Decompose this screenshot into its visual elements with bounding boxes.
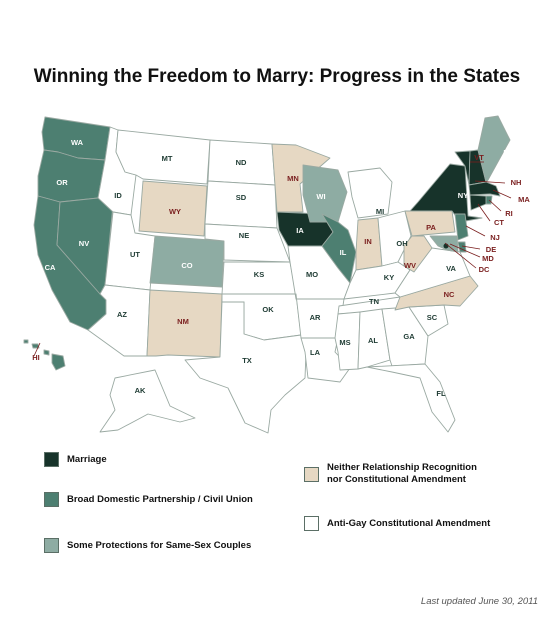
- state-label-la: LA: [310, 348, 321, 357]
- state-label-ut: UT: [130, 250, 140, 259]
- state-ma: [468, 181, 501, 197]
- state-label-ri: RI: [505, 209, 513, 218]
- state-label-ms: MS: [339, 338, 350, 347]
- state-label-az: AZ: [117, 310, 127, 319]
- state-label-wy: WY: [169, 207, 181, 216]
- state-fl: [366, 363, 456, 433]
- state-sd: [204, 180, 278, 229]
- legend-swatch-neither: [304, 466, 319, 482]
- legend-label-anti: Anti-Gay Constitutional Amendment: [327, 517, 491, 529]
- state-label-ma: MA: [518, 195, 530, 204]
- state-label-nm: NM: [177, 317, 189, 326]
- leader-line: [449, 243, 481, 258]
- legend-swatch-marriage: [44, 452, 59, 467]
- state-label-ne: NE: [239, 231, 249, 240]
- leader-line: [474, 180, 506, 184]
- leader-line: [461, 245, 481, 250]
- state-label-tx: TX: [242, 356, 252, 365]
- state-label-mi: MI: [376, 207, 384, 216]
- state-de: [457, 241, 467, 253]
- state-mn: [271, 143, 331, 213]
- state-label-ar: AR: [310, 313, 321, 322]
- leader-line: [492, 189, 512, 199]
- state-label-ky: KY: [384, 273, 394, 282]
- leader-line: [488, 199, 502, 212]
- state-label-nh: NH: [511, 178, 522, 187]
- legend-label-marriage: Marriage: [67, 453, 107, 465]
- legend-item-some-protections: Some Protections for Same-Sex Couples: [44, 538, 251, 553]
- state-mi: [347, 167, 393, 219]
- state-label-in: IN: [364, 237, 372, 246]
- state-label-de: DE: [486, 245, 496, 254]
- state-label-md: MD: [482, 254, 494, 263]
- state-label-wv: WV: [404, 261, 416, 270]
- state-label-al: AL: [368, 336, 378, 345]
- state-ny: [409, 163, 483, 223]
- legend-label-neither: Neither Relationship Recognition nor Con…: [327, 462, 477, 486]
- state-label-oh: OH: [396, 239, 407, 248]
- state-label-wa: WA: [71, 138, 84, 147]
- legend-label-civil-union: Broad Domestic Partnership / Civil Union: [67, 493, 253, 505]
- state-ne: [204, 223, 291, 263]
- state-nc: [394, 275, 479, 311]
- state-label-nc: NC: [444, 290, 455, 299]
- state-label-ks: KS: [254, 270, 264, 279]
- legend-item-neither: Neither Relationship Recognition nor Con…: [304, 462, 477, 486]
- leader-line: [33, 342, 41, 357]
- state-label-pa: PA: [426, 223, 436, 232]
- state-al: [357, 308, 391, 370]
- legend-item-anti: Anti-Gay Constitutional Amendment: [304, 516, 490, 531]
- state-label-ok: OK: [262, 305, 274, 314]
- state-label-wi: WI: [316, 192, 325, 201]
- state-nj: [454, 213, 469, 241]
- legend-item-civil-union: Broad Domestic Partnership / Civil Union: [44, 492, 253, 507]
- state-label-me: ME: [503, 148, 514, 157]
- legend-item-marriage: Marriage: [44, 452, 107, 467]
- legend-swatch-some-protections: [44, 538, 59, 553]
- state-tx: [184, 301, 307, 434]
- state-label-nj: NJ: [490, 233, 500, 242]
- state-label-il: IL: [340, 248, 347, 257]
- state-label-sd: SD: [236, 193, 247, 202]
- state-hi: [23, 339, 66, 371]
- state-label-ct: CT: [494, 218, 504, 227]
- state-label-ia: IA: [296, 226, 304, 235]
- state-label-ga: GA: [403, 332, 415, 341]
- state-label-hi: HI: [32, 353, 40, 362]
- state-label-mn: MN: [287, 174, 299, 183]
- state-ak: [99, 369, 196, 433]
- state-label-ny: NY: [458, 191, 468, 200]
- legend-swatch-anti: [304, 516, 319, 531]
- legend-swatch-civil-union: [44, 492, 59, 507]
- state-label-co: CO: [181, 261, 192, 270]
- state-label-dc: DC: [479, 265, 490, 274]
- state-label-mt: MT: [162, 154, 173, 163]
- state-label-or: OR: [56, 178, 68, 187]
- map-title: Winning the Freedom to Marry: Progress i…: [33, 66, 521, 87]
- leader-line: [477, 203, 491, 222]
- state-wy: [138, 180, 208, 237]
- state-label-vt: VT: [474, 153, 484, 162]
- us-states-map: WA OR CA NV ID MT WY UT CO AZ NM ND SD NE KS OK TX MN IA MO…: [23, 115, 530, 434]
- leader-line: [444, 242, 477, 269]
- state-label-sc: SC: [427, 313, 438, 322]
- state-label-ca: CA: [45, 263, 56, 272]
- state-ct: [469, 194, 487, 211]
- last-updated-note: Last updated June 30, 2011: [420, 596, 538, 607]
- state-label-va: VA: [446, 264, 456, 273]
- state-label-nd: ND: [236, 158, 247, 167]
- legend-label-neither-line1: Neither Relationship Recognition: [327, 462, 477, 473]
- leader-line: [465, 225, 486, 237]
- state-label-mo: MO: [306, 270, 318, 279]
- state-label-id: ID: [114, 191, 122, 200]
- state-label-fl: FL: [436, 389, 446, 398]
- state-label-nv: NV: [79, 239, 89, 248]
- legend-label-neither-line2: nor Constitutional Amendment: [327, 474, 466, 485]
- legend-label-some-protections: Some Protections for Same-Sex Couples: [67, 539, 252, 551]
- state-label-tn: TN: [369, 297, 379, 306]
- state-label-ak: AK: [135, 386, 146, 395]
